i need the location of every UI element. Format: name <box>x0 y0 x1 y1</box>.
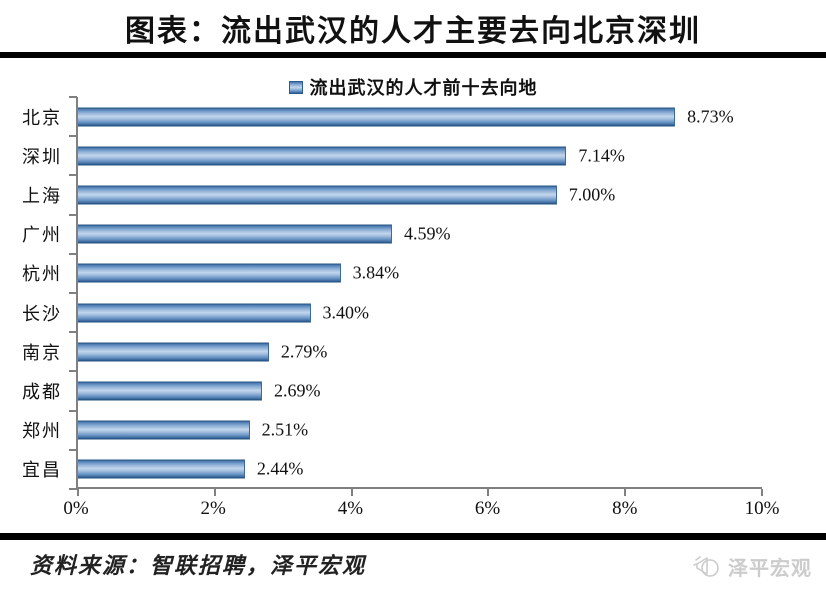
category-label: 广州 <box>22 225 62 246</box>
bar <box>78 107 676 127</box>
bar-row: 成都 2.69% <box>22 371 762 410</box>
bar-row: 深圳 7.14% <box>22 136 762 175</box>
footer-divider <box>0 533 826 540</box>
x-axis-tick <box>761 489 763 496</box>
x-tick-label: 0% <box>63 498 89 519</box>
x-tick-label: 4% <box>337 498 364 519</box>
y-axis-tick <box>69 213 77 216</box>
x-axis-tick <box>350 489 353 496</box>
bar <box>78 146 567 166</box>
bar <box>78 303 311 323</box>
category-label: 宜昌 <box>22 460 62 481</box>
x-axis-tick <box>77 489 79 496</box>
x-axis-tick <box>624 489 627 496</box>
y-axis-tick <box>69 96 77 98</box>
bar-row: 广州 4.59% <box>22 215 762 254</box>
value-label: 8.73% <box>687 106 734 127</box>
x-axis-labels: 0% 2% 4% 6% 8% 10% <box>63 498 779 522</box>
source-note: 资料来源：智联招聘，泽平宏观 <box>30 553 367 578</box>
bar-row: 杭州 3.84% <box>22 254 762 293</box>
legend-swatch-icon <box>288 80 303 94</box>
category-label: 杭州 <box>22 264 62 285</box>
category-label: 成都 <box>22 381 62 402</box>
brand-logo-text: 泽平宏观 <box>728 558 812 580</box>
x-axis-tick <box>487 489 490 496</box>
y-axis-tick <box>69 370 77 373</box>
y-axis-tick <box>69 174 77 177</box>
category-label: 南京 <box>22 342 62 363</box>
bar-row: 宜昌 2.44% <box>22 450 762 489</box>
y-axis-tick <box>69 448 77 451</box>
x-tick-label: 6% <box>474 498 501 519</box>
x-axis-tick <box>213 489 216 496</box>
value-label: 2.69% <box>273 380 321 401</box>
chart-legend: 流出武汉的人才前十去向地 <box>0 74 826 100</box>
y-axis-tick <box>69 135 77 138</box>
y-axis-tick <box>69 252 77 255</box>
page-title: 图表：流出武汉的人才主要去向北京深圳 <box>125 15 701 48</box>
y-axis-tick <box>69 292 77 294</box>
value-label: 3.40% <box>322 302 370 323</box>
value-label: 2.79% <box>280 341 328 362</box>
category-label: 郑州 <box>22 421 62 442</box>
brand-logo: 泽平宏观 <box>693 552 812 581</box>
category-label: 深圳 <box>22 146 62 167</box>
x-tick-label: 10% <box>744 498 780 519</box>
title-divider <box>0 52 826 58</box>
bar <box>78 224 392 244</box>
bar-row: 上海 7.00% <box>22 175 762 214</box>
bar <box>78 420 250 440</box>
category-label: 长沙 <box>22 303 62 324</box>
legend-label: 流出武汉的人才前十去向地 <box>309 78 538 98</box>
x-tick-label: 2% <box>200 498 226 519</box>
value-label: 3.84% <box>352 262 400 283</box>
value-label: 2.51% <box>261 419 309 440</box>
bar-row: 郑州 2.51% <box>22 411 762 450</box>
x-tick-label: 8% <box>612 498 638 519</box>
bar-row: 南京 2.79% <box>22 332 762 371</box>
megaphone-icon <box>693 555 719 577</box>
value-label: 2.44% <box>256 458 304 479</box>
bar <box>78 459 245 479</box>
value-label: 7.14% <box>578 145 625 166</box>
bar <box>78 263 341 283</box>
bar-row: 长沙 3.40% <box>22 293 762 332</box>
category-label: 北京 <box>22 107 62 128</box>
y-axis-tick <box>69 488 77 490</box>
bar-row: 北京 8.73% <box>22 97 762 136</box>
y-axis-tick <box>69 331 77 334</box>
bar <box>78 185 557 205</box>
bar <box>78 381 262 401</box>
category-label: 上海 <box>22 185 62 206</box>
value-label: 4.59% <box>403 223 451 244</box>
bar <box>78 342 269 362</box>
value-label: 7.00% <box>568 184 616 205</box>
y-axis-tick <box>69 409 77 412</box>
plot-area: 北京 8.73% 深圳 7.14% 上海 7.00% 广州 4.59% 杭州 3.84% 长沙 3.4… <box>22 96 763 496</box>
